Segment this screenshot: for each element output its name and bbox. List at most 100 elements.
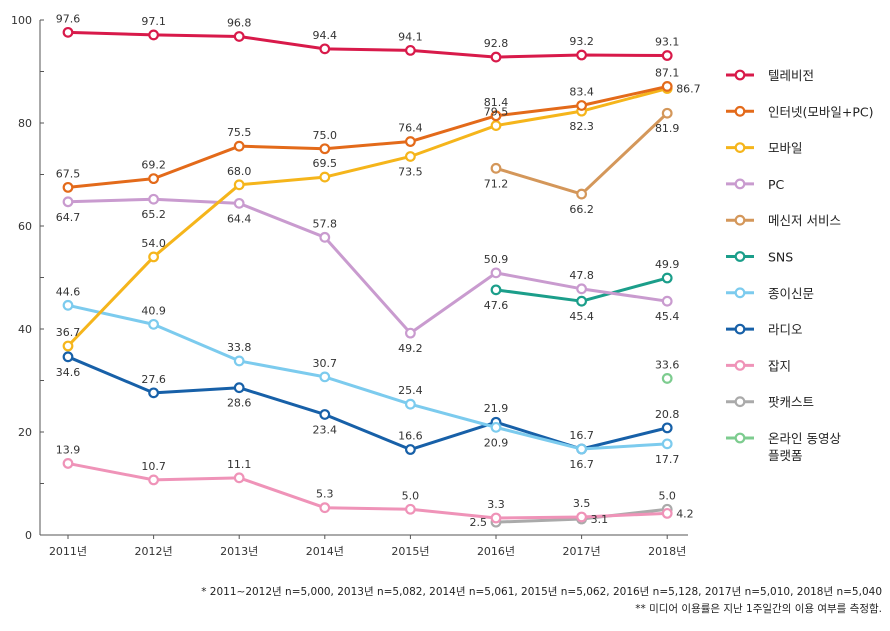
data-point xyxy=(319,231,331,243)
data-label: 13.9 xyxy=(56,443,81,456)
legend-marker xyxy=(734,396,746,408)
data-label: 93.2 xyxy=(569,35,594,48)
data-label: 44.6 xyxy=(56,285,81,298)
data-point xyxy=(319,43,331,55)
data-point xyxy=(233,197,245,209)
data-label: 23.4 xyxy=(313,423,338,436)
data-label: 16.7 xyxy=(569,458,594,471)
data-label: 33.6 xyxy=(655,358,680,371)
data-label: 66.2 xyxy=(569,203,594,216)
data-point xyxy=(490,267,502,279)
data-point xyxy=(405,444,416,455)
legend-marker xyxy=(734,69,746,81)
data-label: 4.2 xyxy=(676,507,694,520)
series-line xyxy=(66,87,668,348)
data-label: 16.7 xyxy=(569,429,594,442)
x-tick-label: 2015년 xyxy=(391,545,429,558)
y-tick-label: 20 xyxy=(18,426,32,439)
data-label: 79.5 xyxy=(484,106,509,119)
data-point xyxy=(148,474,160,486)
data-label: 21.9 xyxy=(484,402,509,415)
x-tick-label: 2012년 xyxy=(135,545,173,558)
legend-label: 메신저 서비스 xyxy=(768,213,841,228)
x-tick-label: 2018년 xyxy=(648,545,686,558)
data-point xyxy=(62,299,74,311)
data-point xyxy=(62,458,74,469)
data-label: 69.5 xyxy=(313,157,338,170)
x-tick-label: 2013년 xyxy=(220,545,258,558)
data-label: 3.3 xyxy=(487,498,505,511)
footnote-sample-sizes: * 2011∼2012년 n=5,000, 2013년 n=5,082, 201… xyxy=(201,586,882,598)
data-labels: 33.6 2.5 3.1 5.0 13.9 10.7 11.1 5.3 5.0 3.3 3.5 4.2… xyxy=(56,12,701,529)
data-point xyxy=(490,51,502,63)
data-label: 28.6 xyxy=(227,397,252,410)
legend-marker xyxy=(734,105,746,117)
data-label: 73.5 xyxy=(398,165,423,178)
data-label: 93.1 xyxy=(655,36,680,49)
data-label: 5.0 xyxy=(402,489,420,502)
legend-label: SNS xyxy=(768,250,793,265)
data-point xyxy=(405,151,416,162)
series-line xyxy=(67,303,668,451)
data-point xyxy=(661,295,673,307)
legend-marker xyxy=(734,178,746,190)
series-line xyxy=(67,30,668,59)
data-label: 92.8 xyxy=(484,37,509,50)
data-label: 2.5 xyxy=(470,516,488,529)
data-point xyxy=(233,382,245,394)
data-label: 97.6 xyxy=(56,12,81,25)
data-label: 5.0 xyxy=(658,489,676,502)
data-label: 30.7 xyxy=(313,357,338,370)
data-label: 75.0 xyxy=(313,129,338,142)
data-label: 50.9 xyxy=(484,253,509,266)
data-label: 71.2 xyxy=(484,177,509,190)
data-label: 97.1 xyxy=(141,15,166,28)
y-tick-label: 60 xyxy=(18,220,32,233)
data-point xyxy=(233,355,245,367)
legend-marker xyxy=(734,287,746,299)
data-label: 36.7 xyxy=(56,326,81,339)
series-line xyxy=(67,197,668,335)
data-label: 33.8 xyxy=(227,341,252,354)
data-label: 65.2 xyxy=(141,208,166,221)
data-point xyxy=(661,507,673,519)
data-point xyxy=(576,283,587,295)
series-line xyxy=(67,461,668,520)
data-point xyxy=(319,171,331,183)
data-point xyxy=(661,107,673,119)
data-point xyxy=(62,351,74,363)
data-point xyxy=(576,49,587,61)
legend-label: 플랫폼 xyxy=(768,448,803,463)
data-point xyxy=(319,409,331,420)
data-point xyxy=(661,272,673,284)
data-label: 68.0 xyxy=(227,165,252,178)
data-point xyxy=(576,443,587,455)
x-tick-label: 2017년 xyxy=(563,545,601,558)
data-point xyxy=(661,422,673,434)
data-point xyxy=(233,472,245,484)
data-label: 10.7 xyxy=(141,460,166,473)
legend-label: PC xyxy=(768,177,785,192)
data-point xyxy=(62,340,74,352)
data-point xyxy=(490,512,502,524)
data-point xyxy=(405,327,416,339)
data-point xyxy=(490,120,502,131)
y-tick-label: 40 xyxy=(18,323,32,336)
data-label: 81.4 xyxy=(484,96,509,109)
data-point xyxy=(576,188,587,200)
data-point xyxy=(405,44,416,56)
legend-label: 라디오 xyxy=(768,322,803,337)
data-point xyxy=(233,179,245,191)
data-label: 16.6 xyxy=(398,430,423,443)
data-point xyxy=(233,140,245,152)
legend-label: 모바일 xyxy=(768,141,803,156)
data-point xyxy=(405,136,416,147)
data-label: 82.3 xyxy=(569,120,594,133)
data-label: 11.1 xyxy=(227,458,252,471)
data-label: 20.9 xyxy=(484,436,509,449)
legend-label: 잡지 xyxy=(768,358,791,373)
data-point xyxy=(490,421,502,433)
data-label: 3.5 xyxy=(573,497,591,510)
data-point xyxy=(62,196,74,208)
data-label: 40.9 xyxy=(141,304,166,317)
